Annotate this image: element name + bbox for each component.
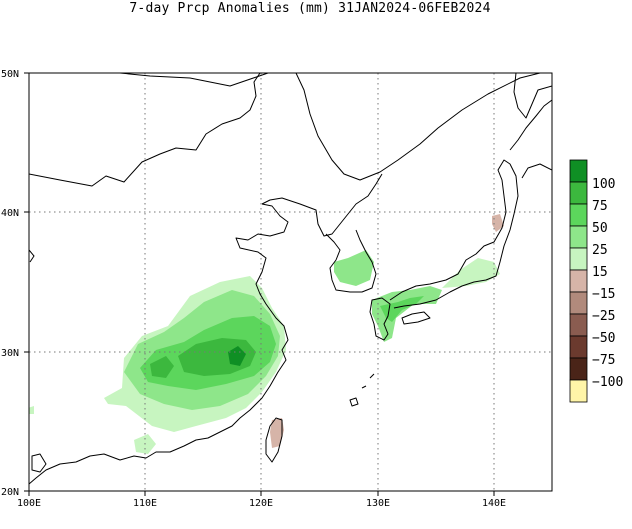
legend-swatch: [569, 159, 588, 183]
coast-mainland: [29, 73, 261, 187]
coast-north: [119, 73, 269, 87]
legend-label: 15: [592, 265, 608, 280]
anomaly-neg15-honshu: [492, 214, 504, 232]
anomaly-25-japan-west: [372, 286, 442, 342]
legend-swatch: [569, 335, 588, 359]
coast-honshu: [389, 159, 519, 309]
coast-liaodong: [261, 173, 383, 237]
coast-inner-border: [29, 249, 35, 263]
map-title: 7-day Prcp Anomalies (mm) 31JAN2024-06FE…: [129, 1, 491, 16]
anomaly-15-korea: [334, 250, 374, 286]
legend-swatch: [569, 313, 588, 337]
graticule: [29, 73, 552, 491]
anomaly-100-china: [228, 346, 246, 366]
lat-tick-label: 50N: [1, 69, 19, 80]
legend-label: −100: [592, 375, 623, 390]
coast-sea-of-okhotsk: [521, 163, 552, 179]
legend: 100 75 50 25 15 −15 −25 −50 −75 −100: [569, 159, 623, 403]
lon-tick-label: 110E: [133, 498, 157, 509]
legend-swatch: [569, 357, 588, 381]
legend-label: 25: [592, 243, 608, 258]
legend-label: 50: [592, 221, 608, 236]
tick-marks: [24, 72, 495, 496]
legend-label: −50: [592, 331, 615, 346]
anomaly-15-hainan-west: [29, 406, 34, 414]
coast-hokkaido: [509, 99, 552, 151]
lon-tick-labels: 100E 110E 120E 130E 140E: [17, 498, 506, 509]
plot-frame: [28, 72, 553, 492]
legend-label: −75: [592, 353, 615, 368]
anomaly-75-china-west: [150, 356, 174, 378]
coast-korea: [325, 229, 377, 293]
coast-bohai: [29, 203, 289, 485]
legend-swatch: [569, 379, 588, 403]
coast-taiwan: [265, 417, 283, 463]
lat-tick-label: 30N: [1, 348, 19, 359]
legend-label: 75: [592, 199, 608, 214]
legend-swatch: [569, 225, 588, 249]
coast-shikoku: [401, 311, 431, 325]
lat-tick-labels: 50N 40N 30N 20N: [1, 69, 19, 498]
legend-swatch: [569, 291, 588, 315]
coast-ryukyu: [361, 373, 375, 389]
legend-swatch: [569, 247, 588, 271]
coast-sakhalin: [513, 73, 552, 119]
legend-label: −15: [592, 287, 615, 302]
lon-tick-label: 130E: [366, 498, 390, 509]
legend-label: 100: [592, 177, 615, 192]
coast-kyushu: [369, 297, 391, 341]
coast-okinawa: [349, 397, 359, 407]
lon-tick-label: 120E: [249, 498, 273, 509]
legend-swatch: [569, 269, 588, 293]
coastlines: [29, 73, 552, 485]
legend-swatch: [569, 203, 588, 227]
lat-tick-label: 20N: [1, 487, 19, 498]
legend-label: −25: [592, 309, 615, 324]
legend-swatch: [569, 181, 588, 205]
coast-manchuria: [295, 73, 541, 181]
anomaly-50-japan-west: [380, 296, 424, 322]
anomaly-shading: [29, 214, 504, 454]
coast-hainan: [31, 453, 47, 473]
lat-tick-label: 40N: [1, 208, 19, 219]
lon-tick-label: 140E: [482, 498, 506, 509]
lon-tick-label: 100E: [17, 498, 41, 509]
